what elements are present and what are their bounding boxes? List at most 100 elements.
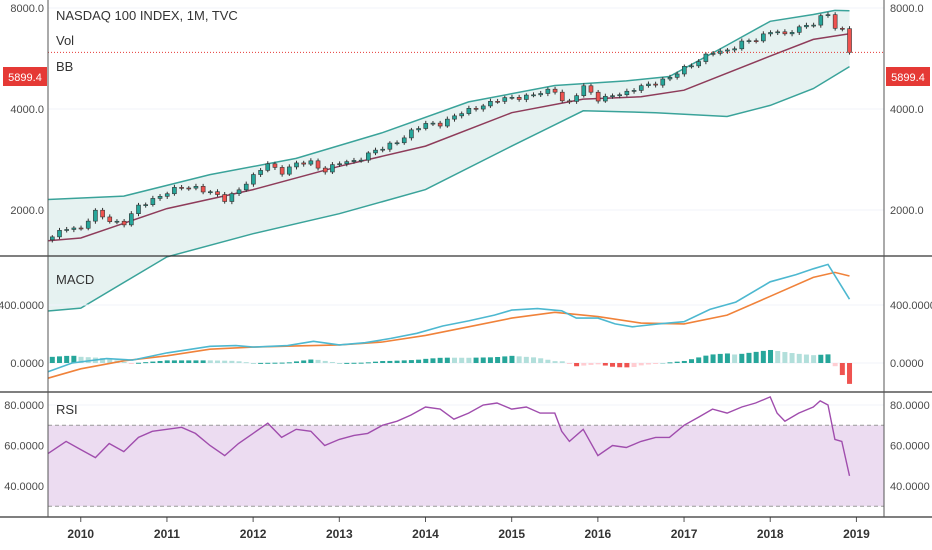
macd-histogram-bar[interactable] — [394, 360, 400, 363]
macd-histogram-bar[interactable] — [279, 362, 285, 364]
macd-histogram-bar[interactable] — [581, 363, 587, 366]
candle[interactable] — [258, 170, 263, 175]
macd-histogram-bar[interactable] — [538, 358, 544, 363]
macd-histogram-bar[interactable] — [617, 363, 623, 368]
candle[interactable] — [208, 191, 213, 194]
price-pane[interactable]: 2000.0 2000.0 4000.0 4000.0 8000.0 8000.0 — [10, 3, 924, 312]
macd-line[interactable] — [47, 263, 851, 373]
macd-histogram-bar[interactable] — [502, 356, 508, 363]
candle[interactable] — [761, 33, 766, 42]
macd-histogram-bar[interactable] — [222, 360, 228, 363]
macd-histogram-bar[interactable] — [696, 357, 702, 363]
macd-histogram-bar[interactable] — [186, 360, 192, 363]
macd-histogram-bar[interactable] — [329, 361, 335, 363]
candle[interactable] — [416, 128, 421, 131]
candle[interactable] — [459, 113, 464, 117]
candle[interactable] — [143, 204, 148, 206]
legend-rsi[interactable]: RSI — [56, 402, 78, 417]
candle[interactable] — [437, 122, 443, 127]
macd-histogram-bar[interactable] — [150, 361, 156, 363]
macd-histogram-bar[interactable] — [674, 361, 680, 363]
bb-upper-line[interactable] — [47, 9, 850, 201]
macd-histogram-bar[interactable] — [236, 361, 242, 363]
macd-histogram-bar[interactable] — [351, 362, 357, 364]
candle[interactable] — [689, 65, 694, 68]
macd-histogram-bar[interactable] — [509, 355, 515, 363]
candle[interactable] — [832, 14, 838, 29]
macd-histogram-bar[interactable] — [803, 354, 809, 363]
candle[interactable] — [93, 209, 98, 222]
macd-histogram-bar[interactable] — [710, 354, 716, 363]
candle[interactable] — [358, 159, 364, 162]
candle[interactable] — [179, 187, 184, 189]
macd-histogram-bar[interactable] — [258, 362, 264, 364]
candle[interactable] — [301, 162, 306, 165]
macd-histogram-bar[interactable] — [344, 362, 350, 364]
candle[interactable] — [279, 167, 285, 175]
candle[interactable] — [595, 91, 601, 102]
macd-histogram-bar[interactable] — [49, 356, 55, 363]
candle[interactable] — [129, 213, 134, 226]
macd-histogram-bar[interactable] — [337, 362, 343, 364]
candle[interactable] — [330, 164, 335, 173]
candle[interactable] — [222, 194, 227, 202]
macd-histogram-bar[interactable] — [200, 360, 206, 363]
candle[interactable] — [753, 40, 759, 42]
macd-histogram-bar[interactable] — [796, 353, 802, 363]
candle[interactable] — [509, 97, 515, 99]
macd-histogram-bar[interactable] — [430, 358, 436, 363]
macd-histogram-bar[interactable] — [444, 357, 450, 363]
candle[interactable] — [308, 160, 314, 165]
candle[interactable] — [409, 129, 414, 139]
candle[interactable] — [164, 193, 170, 197]
macd-histogram-bar[interactable] — [416, 359, 422, 363]
candle[interactable] — [581, 85, 587, 96]
macd-histogram-bar[interactable] — [667, 362, 673, 364]
candle[interactable] — [445, 118, 450, 127]
macd-histogram-bar[interactable] — [653, 363, 659, 364]
macd-histogram-bar[interactable] — [380, 361, 386, 363]
candle[interactable] — [150, 198, 156, 205]
macd-histogram-bar[interactable] — [193, 360, 199, 363]
candle[interactable] — [818, 15, 824, 26]
candle[interactable] — [394, 142, 400, 145]
candle[interactable] — [215, 191, 220, 195]
macd-histogram-bar[interactable] — [365, 362, 371, 364]
macd-histogram-bar[interactable] — [775, 351, 781, 363]
macd-histogram-bar[interactable] — [724, 353, 730, 363]
candle[interactable] — [710, 53, 716, 55]
macd-histogram-bar[interactable] — [602, 363, 608, 366]
candle[interactable] — [545, 88, 551, 94]
macd-histogram-bar[interactable] — [171, 360, 177, 363]
candle[interactable] — [423, 123, 429, 129]
macd-histogram-bar[interactable] — [789, 353, 795, 363]
candle[interactable] — [847, 28, 852, 53]
legend-macd[interactable]: MACD — [56, 272, 94, 287]
candle[interactable] — [674, 73, 680, 78]
candle[interactable] — [782, 31, 788, 35]
candle[interactable] — [387, 142, 393, 150]
candle[interactable] — [516, 97, 522, 100]
candle[interactable] — [667, 77, 673, 80]
macd-signal-line[interactable] — [47, 271, 850, 379]
candle[interactable] — [696, 61, 702, 67]
candle[interactable] — [172, 187, 177, 195]
legend-vol[interactable]: Vol — [56, 33, 74, 48]
macd-histogram-bar[interactable] — [308, 359, 314, 363]
candle[interactable] — [265, 163, 271, 171]
candle[interactable] — [768, 32, 773, 35]
candle[interactable] — [315, 160, 321, 169]
candle[interactable] — [638, 85, 644, 91]
macd-histogram-bar[interactable] — [387, 360, 393, 363]
macd-histogram-bar[interactable] — [811, 355, 817, 363]
macd-histogram-bar[interactable] — [78, 356, 84, 363]
candle[interactable] — [574, 95, 579, 102]
macd-histogram-bar[interactable] — [847, 363, 853, 384]
bb-lower-line[interactable] — [47, 65, 850, 312]
macd-histogram-bar[interactable] — [717, 353, 723, 363]
candle[interactable] — [682, 66, 687, 75]
candle[interactable] — [610, 95, 615, 97]
candle[interactable] — [78, 227, 84, 230]
macd-histogram-bar[interactable] — [566, 363, 572, 364]
candle[interactable] — [775, 31, 781, 34]
